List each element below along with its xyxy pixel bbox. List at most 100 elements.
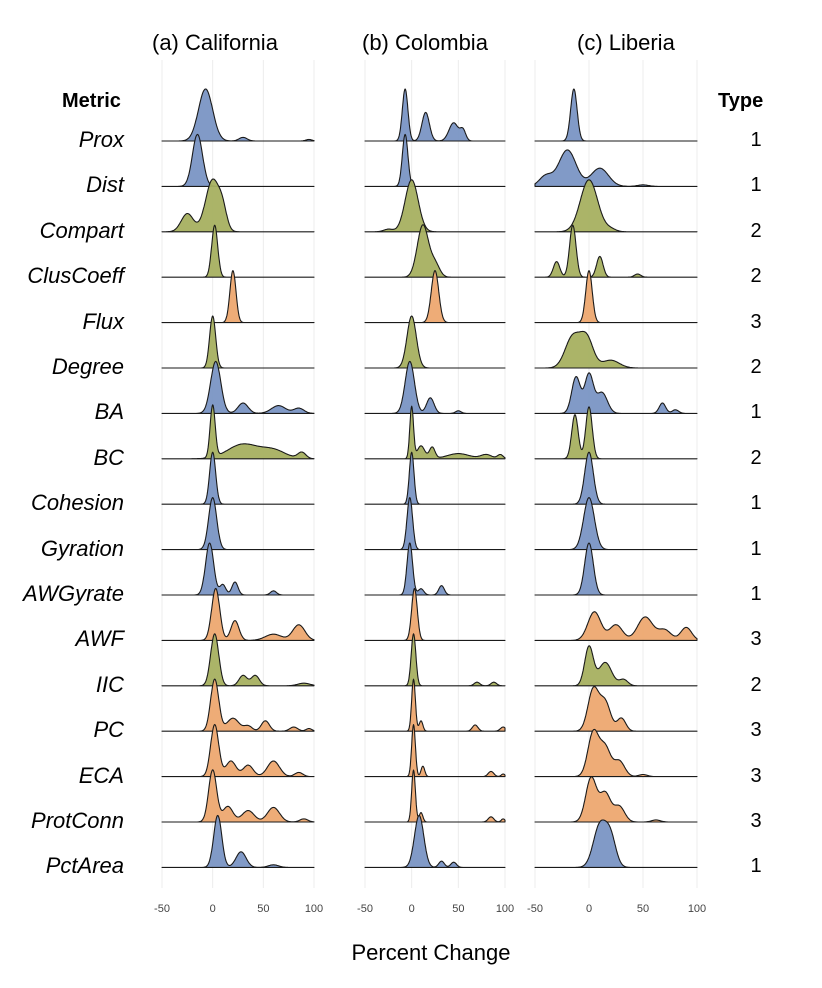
ridge-california-compart	[161, 178, 315, 233]
x-tick-label-liberia: 50	[637, 903, 649, 915]
ridge-colombia-ba	[364, 360, 506, 414]
ridge-liberia-protconn	[534, 776, 698, 823]
ridge-california-dist	[161, 133, 315, 187]
type-label: 1	[750, 401, 762, 424]
type-label: 2	[750, 673, 762, 696]
type-label: 2	[750, 265, 762, 288]
ridge-california-eca	[161, 723, 315, 778]
metric-label: Dist	[86, 172, 124, 198]
x-tick-label-colombia: -50	[357, 903, 373, 915]
ridge-colombia-dist	[364, 133, 506, 187]
ridge-colombia-cluscoeff	[364, 224, 506, 278]
x-tick-label-colombia: 100	[496, 903, 514, 915]
type-label: 1	[750, 129, 762, 151]
x-axis-label: Percent Change	[351, 940, 511, 965]
ridge-liberia-awf	[534, 611, 698, 641]
type-label: 2	[750, 356, 762, 378]
ridge-liberia-eca	[534, 728, 698, 778]
ridge-liberia-degree	[534, 330, 698, 369]
metric-label: PC	[93, 717, 124, 743]
type-label: 1	[750, 583, 762, 605]
ridge-liberia-cluscoeff	[534, 224, 698, 278]
x-tick-label-colombia: 50	[452, 903, 464, 915]
ridge-california-degree	[161, 315, 315, 369]
ridge-liberia-ba	[534, 372, 698, 414]
metric-label: Degree	[51, 354, 124, 379]
ridge-california-cluscoeff	[161, 224, 315, 278]
type-label: 3	[750, 719, 762, 742]
ridge-california-awf	[161, 587, 315, 641]
ridge-colombia-awgyrate	[364, 542, 506, 596]
metric-label: IIC	[95, 671, 124, 697]
ridge-liberia-flux	[534, 270, 698, 324]
x-tick-label-colombia: 0	[409, 903, 415, 915]
ridge-colombia-flux	[364, 270, 506, 324]
ridge-colombia-cohesion	[364, 451, 506, 505]
ridge-liberia-prox	[534, 88, 698, 142]
ridge-california-bc	[161, 404, 315, 460]
ridge-colombia-eca	[364, 724, 506, 778]
metric-label: PctArea	[45, 853, 124, 879]
ridge-liberia-cohesion	[534, 451, 698, 505]
ridge-california-gyration	[161, 497, 315, 551]
metric-label: ProtConn	[31, 808, 124, 833]
metric-label: AWGyrate	[22, 581, 124, 606]
metric-label: AWF	[75, 626, 124, 652]
ridge-liberia-bc	[534, 406, 698, 460]
metric-label: Compart	[39, 217, 124, 243]
ridge-liberia-iic	[534, 645, 698, 687]
ridge-colombia-protconn	[364, 769, 506, 823]
x-tick-label-liberia: -50	[527, 903, 543, 915]
ridge-colombia-bc	[364, 405, 506, 460]
metric-label: Flux	[82, 308, 124, 334]
type-label: 3	[750, 628, 762, 651]
type-label: 3	[750, 810, 762, 832]
type-label: 1	[750, 492, 762, 515]
x-tick-label-california: 0	[210, 903, 216, 915]
panel-title-colombia: (b) Colombia	[362, 30, 488, 55]
panel-title-liberia: (c) Liberia	[577, 30, 675, 55]
ridge-colombia-pc	[364, 678, 506, 732]
ridge-colombia-iic	[364, 633, 506, 687]
type-label: 2	[750, 219, 762, 242]
ridge-colombia-pctarea	[364, 814, 506, 868]
metric-label: ECA	[78, 762, 124, 788]
metric-header: Metric	[62, 90, 121, 112]
ridge-california-ba	[161, 360, 315, 414]
type-header: Type	[718, 90, 764, 112]
metric-label: Prox	[78, 127, 124, 152]
type-label: 1	[750, 537, 762, 560]
type-label: 2	[750, 446, 762, 469]
ridge-california-awgyrate	[161, 542, 315, 596]
panel-title-california: (a) California	[152, 30, 278, 55]
ridge-liberia-dist	[534, 149, 698, 187]
metric-label: Cohesion	[31, 490, 124, 516]
ridge-liberia-gyration	[534, 497, 698, 551]
ridge-california-prox	[161, 88, 315, 142]
ridge-liberia-compart	[534, 179, 698, 233]
ridge-california-pc	[161, 678, 315, 732]
ridge-colombia-prox	[364, 88, 506, 142]
ridge-california-flux	[161, 270, 315, 324]
ridge-california-protconn	[161, 769, 315, 823]
ridge-california-iic	[161, 633, 315, 687]
metric-label: BA	[94, 399, 124, 425]
type-label: 3	[750, 310, 762, 333]
metric-label: BC	[93, 444, 124, 470]
x-tick-label-liberia: 100	[688, 903, 706, 915]
ridge-colombia-gyration	[364, 497, 506, 551]
ridge-liberia-pc	[534, 686, 698, 732]
ridge-colombia-degree	[364, 315, 506, 369]
metric-label: Gyration	[40, 535, 124, 561]
ridge-california-pctarea	[161, 814, 315, 868]
type-label: 3	[750, 764, 762, 787]
x-tick-label-california: -50	[154, 903, 170, 915]
ridge-liberia-awgyrate	[534, 542, 698, 596]
metric-label: ClusCoeff	[27, 263, 124, 289]
ridge-liberia-pctarea	[534, 819, 698, 868]
ridge-colombia-compart	[364, 179, 506, 233]
type-label: 1	[750, 855, 762, 878]
ridge-california-cohesion	[161, 451, 315, 505]
ridge-colombia-awf	[364, 587, 506, 641]
